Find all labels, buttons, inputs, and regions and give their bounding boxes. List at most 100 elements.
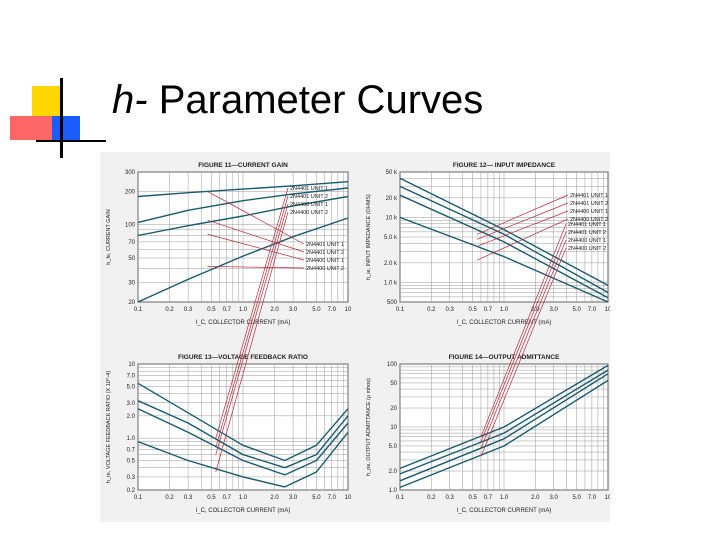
chart-4-xtick-5: 1.0 (500, 495, 509, 501)
chart-1-xtick-0: 0.1 (134, 307, 143, 313)
chart-2-title: FIGURE 12— INPUT IMPEDANCE (453, 162, 556, 169)
chart-2-xlabel: I_C, COLLECTOR CURRENT (mA) (457, 320, 552, 326)
chart-1-xtick-10: 10 (345, 307, 352, 313)
chart-1-xtick-9: 7.0 (328, 307, 337, 313)
chart-2-leader-4 (476, 218, 569, 261)
chart-2-legend-4: 2N4400 UNIT 2 (570, 217, 608, 223)
chart-2-ytick-2: 10 k (386, 215, 398, 221)
chart-1-xtick-8: 5.0 (312, 307, 321, 313)
chart-4-xtick-0: 0.1 (396, 495, 405, 501)
chart-1-title: FIGURE 11—CURRENT GAIN (198, 162, 288, 169)
chart-1-xtick-7: 3.0 (289, 307, 298, 313)
chart-2-ylabel: h_ie, INPUT IMPEDANCE (OHMS) (366, 194, 372, 280)
chart-3-title: FIGURE 13—VOLTAGE FEEDBACK RATIO (178, 354, 308, 361)
chart-2-xtick-7: 3.0 (549, 307, 558, 313)
chart-4-leader-4 (480, 247, 567, 457)
chart-2-ytick-1: 20 k (386, 196, 398, 202)
chart-2-xtick-9: 7.0 (588, 307, 597, 313)
chart-4-xtick-4: 0.7 (484, 495, 493, 501)
chart-4-ytick-5: 2.0 (389, 469, 398, 475)
chart-1-ytick-1: 200 (125, 189, 136, 195)
chart-3-xtick-4: 0.7 (223, 495, 232, 501)
chart-3-ytick-2: 5.0 (127, 384, 136, 390)
chart-2-ytick-5: 1.0 k (384, 280, 398, 286)
chart-1-xtick-2: 0.3 (184, 307, 193, 313)
chart-3-xtick-7: 3.0 (289, 495, 298, 501)
chart-3-xtick-9: 7.0 (328, 495, 337, 501)
decor-vertical-line (60, 78, 63, 158)
chart-1-legend-1: 2N4401 UNIT 1 (306, 242, 344, 248)
chart-1-legend-4: 2N4400 UNIT 2 (306, 266, 344, 272)
chart-1-ytick-3: 70 (128, 240, 135, 246)
slide-title-h: h- (112, 78, 148, 122)
chart-3-leader-2 (215, 195, 289, 448)
chart-1-leader-3 (207, 233, 305, 261)
chart-3-xtick-8: 5.0 (312, 495, 321, 501)
chart-2-xtick-10: 10 (605, 307, 610, 313)
chart-3-series-1-line (137, 382, 349, 462)
chart-3-ytick-6: 0.7 (127, 448, 136, 454)
chart-4-series-2-line (399, 369, 609, 475)
chart-2-xtick-3: 0.5 (469, 307, 478, 313)
chart-3-xtick-2: 0.3 (184, 495, 193, 501)
chart-2-leader-2 (476, 202, 569, 240)
chart-3-ylabel: h_re, VOLTAGE FEEDBACK RATIO (X 10^-4) (106, 371, 112, 483)
chart-3-legend-1: 2N4401 UNIT 1 (290, 186, 328, 192)
chart-4-series-4-line (399, 379, 609, 489)
chart-3-legend-2: 2N4401 UNIT 2 (290, 194, 328, 200)
chart-4-xtick-6: 2.0 (531, 495, 540, 501)
chart-1-xtick-4: 0.7 (223, 307, 232, 313)
chart-2-ytick-6: 500 (387, 300, 398, 306)
chart-4-xtick-7: 3.0 (549, 495, 558, 501)
chart-2-xtick-4: 0.7 (484, 307, 493, 313)
chart-4-title: FIGURE 14—OUTPUT ADMITTANCE (449, 354, 561, 361)
chart-3-xtick-10: 10 (345, 495, 352, 501)
chart-4-ylabel: h_oe, OUTPUT ADMITTANCE (μ mhos) (366, 378, 372, 476)
chart-4-xlabel: I_C, COLLECTOR CURRENT (mA) (457, 508, 552, 514)
chart-4-ytick-2: 20 (390, 406, 397, 412)
chart-1-ylabel: h_fe, CURRENT GAIN (106, 209, 112, 265)
chart-4-series-3-line (399, 373, 609, 482)
chart-4-xtick-3: 0.5 (469, 495, 478, 501)
chart-3-leader-1 (215, 187, 289, 439)
chart-2-ytick-3: 5.0 k (384, 235, 398, 241)
chart-4-xtick-8: 5.0 (573, 495, 582, 501)
chart-3-leader-3 (215, 203, 289, 455)
chart-3-series-3-line (137, 408, 349, 476)
decor-horizontal-line (36, 140, 106, 142)
chart-3-ytick-7: 0.5 (127, 458, 136, 464)
chart-3-leader-4 (215, 211, 289, 473)
chart-1-series-3-line (137, 195, 349, 237)
chart-2-leader-3 (476, 210, 569, 247)
chart-3-xtick-3: 0.5 (207, 495, 216, 501)
chart-2-series-3-line (399, 194, 609, 299)
chart-3-ytick-0: 10 (128, 362, 135, 368)
slide-title-text: Parameter Curves (158, 78, 484, 122)
chart-4-xtick-9: 7.0 (588, 495, 597, 501)
chart-2-series-1-line (399, 177, 609, 287)
chart-1-leader-2 (207, 219, 305, 253)
chart-3-xtick-6: 2.0 (270, 495, 279, 501)
chart-3-series-4-line (137, 431, 349, 488)
chart-2-ytick-4: 2.0 k (384, 261, 398, 267)
chart-4-legend-4: 2N4400 UNIT 2 (568, 246, 606, 252)
chart-3-ytick-4: 2.0 (127, 414, 136, 420)
chart-4-legend-3: 2N4400 UNIT 1 (568, 238, 606, 244)
chart-3-xtick-0: 0.1 (134, 495, 143, 501)
chart-1-xtick-6: 2.0 (270, 307, 279, 313)
chart-1-ytick-2: 100 (125, 223, 136, 229)
chart-4-ytick-6: 1.0 (389, 488, 398, 494)
chart-1-ytick-5: 30 (128, 281, 135, 287)
chart-1-ytick-4: 50 (128, 256, 135, 262)
chart-1-leader-4 (207, 266, 305, 269)
chart-1-legend-3: 2N4400 UNIT 1 (306, 258, 344, 264)
chart-4-ytick-1: 50 (390, 381, 397, 387)
chart-3-series-2-line (137, 400, 349, 469)
chart-2-series-4-line (399, 216, 609, 303)
chart-4-leader-3 (480, 239, 567, 449)
chart-3-legend-3: 2N4400 UNIT 1 (290, 202, 328, 208)
chart-1-ytick-0: 300 (125, 170, 136, 176)
chart-1-xtick-5: 1.0 (239, 307, 248, 313)
decor-blue-square (52, 116, 80, 140)
